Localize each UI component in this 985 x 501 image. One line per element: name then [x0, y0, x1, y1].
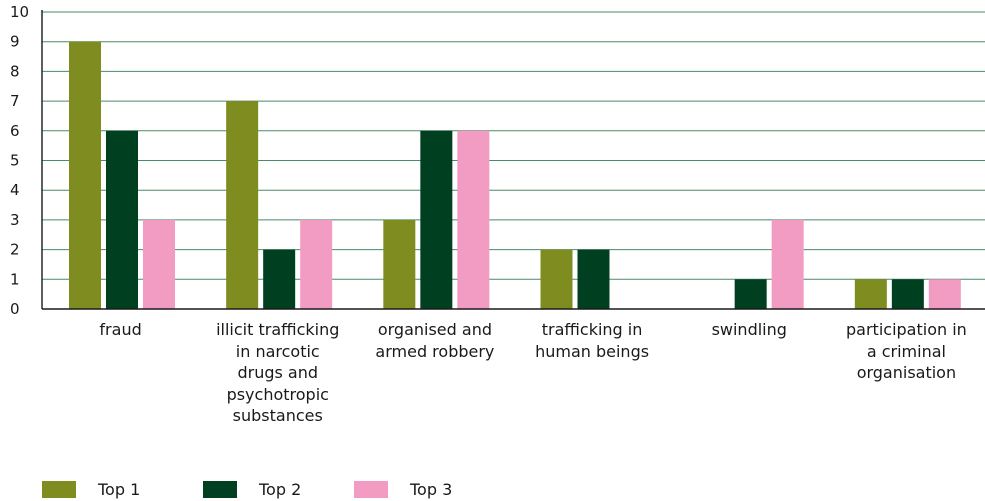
bar-2-series-3	[300, 219, 333, 309]
bar-6-series-1	[854, 279, 887, 309]
y-tick-label-7: 7	[10, 92, 20, 110]
x-category-label-line: organised and	[377, 320, 492, 339]
y-tick-label-3: 3	[10, 211, 20, 229]
x-category-label-line: substances	[232, 406, 323, 425]
y-tick-label-10: 10	[10, 3, 29, 21]
legend-label-top-3: Top 3	[410, 480, 453, 499]
x-category-label-line: illicit trafficking	[216, 320, 340, 339]
x-category-label-line: organisation	[856, 363, 957, 382]
x-category-label-3: organised and armed robbery	[360, 319, 510, 362]
legend-swatch-top-2	[203, 481, 237, 498]
bar-3-series-3	[457, 130, 490, 309]
y-tick-label-6: 6	[10, 122, 20, 140]
grid	[42, 11, 985, 280]
bar-5-series-2	[734, 279, 767, 309]
x-category-label-line: drugs and	[237, 363, 319, 382]
x-category-label-line: in narcotic	[235, 341, 320, 361]
x-category-label-6: participation in a criminal organisation	[831, 319, 981, 384]
bar-6-series-2	[891, 279, 924, 309]
x-category-label-line: participation in	[846, 320, 967, 339]
y-tick-label-1: 1	[10, 270, 20, 288]
y-tick-label-2: 2	[10, 241, 20, 259]
y-tick-label-8: 8	[10, 62, 20, 80]
x-category-label-line: a criminal	[866, 341, 946, 361]
bar-2-series-1	[226, 101, 259, 309]
bar-3-series-1	[383, 219, 416, 309]
bar-1-series-1	[69, 41, 101, 309]
bar-4-series-2	[577, 249, 610, 309]
x-category-label-1: fraud	[46, 319, 196, 341]
y-axis-ticks: 0 1 2 3 4 5 6 7 8 9 10	[10, 3, 29, 318]
x-category-label-line: armed robbery	[375, 341, 495, 361]
bars	[69, 41, 961, 309]
legend-label-top-2: Top 2	[259, 480, 302, 499]
x-category-label-4: trafficking in human beings	[517, 319, 667, 362]
bar-4-series-1	[540, 249, 573, 309]
bar-5-series-3	[771, 219, 804, 309]
y-tick-label-4: 4	[10, 181, 20, 199]
x-category-label-line: swindling	[711, 320, 787, 339]
axes	[41, 10, 985, 310]
y-tick-label-5: 5	[10, 152, 20, 170]
bar-1-series-3	[143, 219, 175, 309]
y-tick-label-9: 9	[10, 33, 20, 51]
y-tick-label-0: 0	[10, 300, 20, 318]
x-category-label-2: illicit trafficking in narcotic drugs and p…	[203, 319, 353, 427]
x-category-label-line: fraud	[99, 320, 142, 339]
legend-label-top-1: Top 1	[98, 480, 141, 499]
bar-1-series-2	[106, 130, 138, 309]
x-category-label-line: psychotropic	[226, 384, 329, 404]
bar-6-series-3	[928, 279, 961, 309]
x-category-label-line: human beings	[535, 341, 650, 361]
legend-swatch-top-1	[42, 481, 76, 498]
x-category-label-line: trafficking in	[541, 320, 643, 339]
x-category-label-5: swindling	[674, 319, 824, 341]
bar-2-series-2	[263, 249, 296, 309]
legend-swatch-top-3	[354, 481, 388, 498]
bar-3-series-2	[420, 130, 453, 309]
